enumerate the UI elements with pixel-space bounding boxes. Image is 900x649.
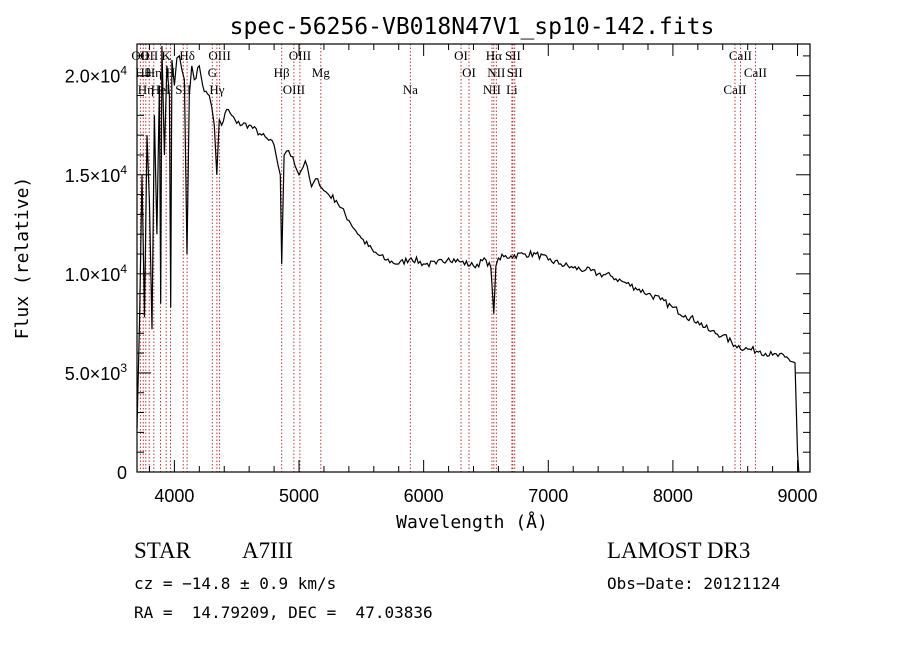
line-label-21: Hα (486, 48, 502, 63)
line-label-7: H (166, 65, 175, 80)
line-label-15: OIII (289, 48, 311, 63)
redshift-cz: cz = −14.8 ± 0.9 km/s (134, 574, 337, 593)
y-tick-label-3: 1.5×104 (65, 163, 128, 186)
line-label-28: CaII (744, 65, 767, 80)
plot-frame (136, 43, 811, 473)
line-label-27: CaII (729, 48, 752, 63)
line-label-19: OI (462, 65, 476, 80)
survey-name: LAMOST DR3 (607, 538, 751, 563)
x-axis-label: Wavelength (Å) (396, 511, 548, 533)
x-axis: 4000 5000 6000 7000 8000 9000 (148, 44, 818, 506)
line-label-6: K (161, 48, 171, 63)
line-label-16: Mg (312, 65, 331, 80)
line-label-8: SII (175, 82, 191, 97)
line-label-12: OIII (208, 48, 230, 63)
obs-date: Obs−Date: 20121124 (607, 574, 781, 593)
object-type: STAR (134, 538, 191, 563)
line-label-2: Hη (138, 82, 154, 97)
line-label-20: NII (483, 82, 501, 97)
line-label-5: HeI (151, 82, 171, 97)
line-label-1: Hθ (135, 65, 151, 80)
y-axis-label: Flux (relative) (12, 177, 33, 340)
line-label-13: Hβ (274, 65, 290, 80)
line-label-9: Hδ (179, 48, 195, 63)
y-tick-label-0: 0 (117, 463, 127, 483)
spectral-line-markers (139, 44, 756, 472)
line-label-18: OI (454, 48, 468, 63)
line-label-14: OIII (283, 82, 305, 97)
chart-title: spec-56256-VB018N47V1_sp10-142.fits (230, 14, 715, 40)
subclass: A7III (242, 538, 294, 563)
line-label-11: Hγ (209, 82, 224, 97)
y-tick-label-1: 5.0×103 (65, 361, 128, 384)
x-tick-label-5: 9000 (778, 486, 818, 506)
line-label-4: Hη (146, 65, 162, 80)
line-label-25: SII (507, 65, 523, 80)
spectral-line-labels: OIIHθHηOIIHηHeIKHSIIHδGHγOIIIHβOIIIOIIIM… (131, 48, 767, 97)
x-tick-label-3: 7000 (528, 486, 568, 506)
coordinates: RA = 14.79209, DEC = 47.03836 (134, 603, 433, 622)
line-label-10: G (208, 65, 217, 80)
line-label-26: CaII (723, 82, 746, 97)
y-tick-label-4: 2.0×104 (65, 64, 128, 87)
x-tick-label-4: 8000 (653, 486, 693, 506)
line-label-22: NII (487, 65, 505, 80)
line-label-17: Na (403, 82, 418, 97)
y-axis: 0 5.0×103 1.0×104 1.5×104 2.0×104 (65, 55, 810, 483)
line-label-24: SII (505, 48, 521, 63)
x-tick-label-2: 6000 (404, 486, 444, 506)
x-tick-label-1: 5000 (279, 486, 319, 506)
x-tick-label-0: 4000 (154, 486, 194, 506)
y-tick-label-2: 1.0×104 (65, 262, 128, 285)
spectrum-line (136, 45, 800, 473)
line-label-3: OII (140, 48, 158, 63)
line-label-23: Li (506, 82, 518, 97)
